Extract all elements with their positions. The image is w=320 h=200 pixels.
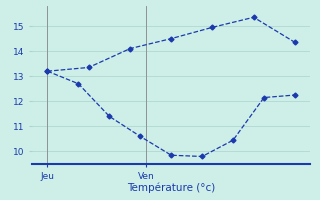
X-axis label: Température (°c): Température (°c) — [127, 182, 215, 193]
